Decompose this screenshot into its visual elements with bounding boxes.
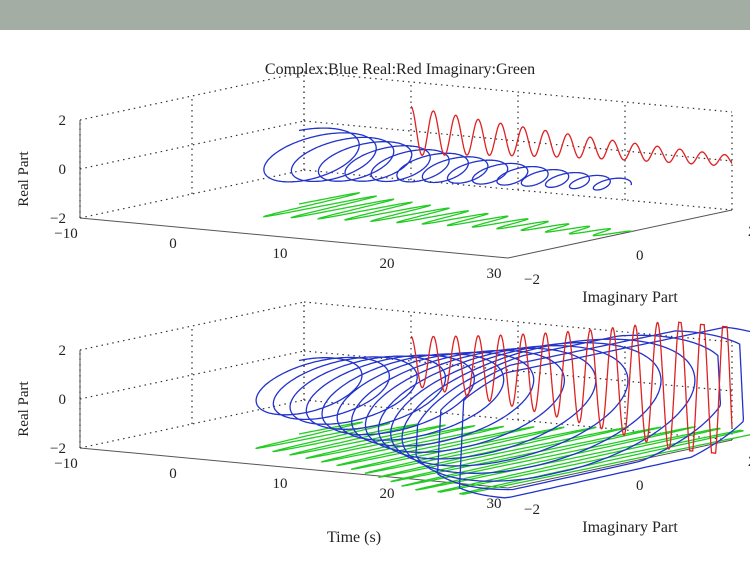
- x-tick-label: 20: [380, 256, 395, 272]
- z-tick-label: 2: [59, 113, 67, 129]
- y-axis-line: [507, 209, 733, 259]
- y-tick-label: −2: [524, 502, 540, 518]
- x-tick-label: 0: [169, 236, 177, 252]
- x-tick-label: 10: [273, 246, 288, 262]
- x-axis-label: Time (s): [327, 529, 381, 546]
- chart-frame: [79, 71, 733, 259]
- chart-decaying: −10 0 10 20 30 −2 0 2 −2 0 2 Real Part Imaginary P…: [16, 71, 750, 306]
- y-tick-label: −2: [524, 272, 540, 288]
- chart-ticks: −10 0 10 20 30 −2 0 2 −2 0 2: [50, 113, 750, 288]
- real-series-line: [410, 320, 733, 455]
- x-tick-label: 10: [273, 476, 288, 492]
- slide-header-bar: [0, 0, 750, 30]
- y-tick-label: 2: [748, 454, 750, 470]
- figure-title: Complex:Blue Real:Red Imaginary:Green: [265, 61, 535, 78]
- y-axis-line: [507, 439, 733, 489]
- x-tick-label: 20: [380, 486, 395, 502]
- chart-curves: [255, 320, 750, 499]
- z-tick-label: −2: [50, 211, 66, 227]
- grid-line: [303, 301, 733, 343]
- z-tick-label: 2: [59, 343, 67, 359]
- grid-line: [303, 71, 733, 113]
- x-tick-label: −10: [54, 226, 77, 242]
- z-axis-label: Real Part: [16, 380, 32, 436]
- x-tick-label: 0: [169, 466, 177, 482]
- y-axis-label: Imaginary Part: [582, 289, 678, 306]
- y-axis-label: Imaginary Part: [582, 519, 678, 536]
- x-axis-line: [79, 217, 509, 259]
- z-tick-label: −2: [50, 441, 66, 457]
- chart-ticks: −10 0 10 20 30 −2 0 2 −2 0 2: [50, 343, 750, 518]
- complex-series-line: [263, 127, 633, 191]
- y-tick-label: 0: [636, 248, 644, 264]
- x-tick-label: 30: [487, 266, 502, 282]
- z-tick-label: 0: [59, 162, 67, 178]
- grid-line: [79, 350, 305, 400]
- y-tick-label: 0: [636, 478, 644, 494]
- chart-curves: [263, 105, 733, 237]
- z-tick-label: 0: [59, 392, 67, 408]
- z-axis-label: Real Part: [16, 150, 32, 206]
- real-series-line: [410, 105, 733, 166]
- imaginary-series-line: [263, 192, 633, 237]
- x-axis-line: [79, 447, 509, 489]
- y-tick-label: 2: [748, 224, 750, 240]
- complex-series-line: [255, 326, 750, 499]
- grid-line: [79, 120, 305, 170]
- chart-growing: −10 0 10 20 30 −2 0 2 −2 0 2 Real Part Imaginary P…: [16, 301, 750, 546]
- x-tick-label: −10: [54, 456, 77, 472]
- imaginary-series-line: [255, 421, 750, 495]
- x-tick-label: 30: [487, 496, 502, 512]
